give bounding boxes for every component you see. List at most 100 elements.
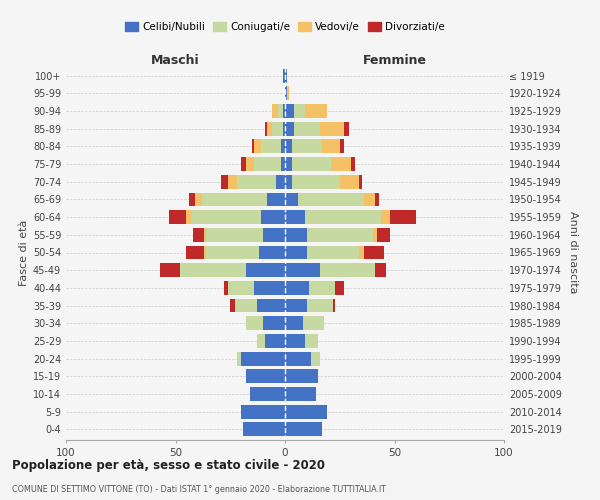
Bar bbox=[188, 192, 195, 206]
Bar bbox=[230, 298, 235, 312]
Bar bbox=[311, 352, 320, 366]
Text: COMUNE DI SETTIMO VITTONE (TO) - Dati ISTAT 1° gennaio 2020 - Elaborazione TUTTI: COMUNE DI SETTIMO VITTONE (TO) - Dati IS… bbox=[12, 485, 386, 494]
Bar bbox=[390, 210, 416, 224]
Bar bbox=[235, 298, 257, 312]
Bar bbox=[285, 334, 305, 348]
Bar bbox=[298, 192, 364, 206]
Bar bbox=[285, 264, 320, 277]
Bar bbox=[335, 281, 344, 295]
Bar bbox=[241, 157, 245, 171]
Bar bbox=[228, 281, 254, 295]
Bar bbox=[245, 370, 285, 383]
Bar bbox=[244, 422, 285, 436]
Bar bbox=[283, 122, 285, 136]
Bar bbox=[285, 175, 292, 188]
Bar bbox=[302, 316, 325, 330]
Bar bbox=[322, 140, 340, 153]
Bar bbox=[285, 86, 287, 100]
Bar bbox=[364, 192, 375, 206]
Bar bbox=[340, 175, 359, 188]
Bar bbox=[257, 334, 265, 348]
Bar bbox=[187, 210, 191, 224]
Text: Popolazione per età, sesso e stato civile - 2020: Popolazione per età, sesso e stato civil… bbox=[12, 460, 325, 472]
Bar bbox=[283, 104, 285, 118]
Bar bbox=[187, 246, 204, 260]
Bar bbox=[294, 104, 305, 118]
Bar bbox=[285, 316, 302, 330]
Bar bbox=[285, 192, 298, 206]
Bar bbox=[254, 140, 261, 153]
Bar bbox=[268, 192, 285, 206]
Text: Femmine: Femmine bbox=[362, 54, 427, 67]
Bar bbox=[191, 210, 261, 224]
Bar bbox=[294, 122, 320, 136]
Bar bbox=[221, 175, 228, 188]
Bar bbox=[252, 140, 254, 153]
Bar bbox=[292, 140, 322, 153]
Bar bbox=[375, 264, 386, 277]
Bar bbox=[265, 334, 285, 348]
Bar bbox=[169, 210, 187, 224]
Bar bbox=[285, 422, 322, 436]
Bar bbox=[261, 140, 281, 153]
Bar bbox=[245, 157, 254, 171]
Bar bbox=[359, 246, 364, 260]
Bar bbox=[261, 210, 285, 224]
Bar bbox=[340, 140, 344, 153]
Bar bbox=[283, 68, 285, 82]
Bar bbox=[305, 104, 326, 118]
Bar bbox=[257, 298, 285, 312]
Bar bbox=[333, 298, 335, 312]
Bar bbox=[254, 157, 281, 171]
Bar bbox=[193, 228, 204, 241]
Bar bbox=[309, 281, 335, 295]
Bar bbox=[364, 246, 383, 260]
Bar bbox=[265, 122, 268, 136]
Bar bbox=[272, 122, 283, 136]
Bar bbox=[285, 387, 316, 401]
Bar bbox=[263, 316, 285, 330]
Bar bbox=[204, 228, 206, 241]
Bar bbox=[245, 316, 263, 330]
Bar bbox=[224, 281, 228, 295]
Bar bbox=[344, 122, 349, 136]
Bar bbox=[377, 228, 390, 241]
Bar bbox=[305, 334, 318, 348]
Bar bbox=[281, 157, 285, 171]
Bar bbox=[305, 210, 382, 224]
Bar bbox=[285, 104, 294, 118]
Bar bbox=[202, 192, 268, 206]
Bar bbox=[160, 264, 180, 277]
Bar bbox=[292, 175, 340, 188]
Bar bbox=[195, 192, 202, 206]
Bar bbox=[250, 387, 285, 401]
Bar bbox=[285, 140, 292, 153]
Bar bbox=[268, 122, 272, 136]
Legend: Celibi/Nubili, Coniugati/e, Vedovi/e, Divorziati/e: Celibi/Nubili, Coniugati/e, Vedovi/e, Di… bbox=[121, 18, 449, 36]
Bar bbox=[285, 228, 307, 241]
Bar bbox=[241, 405, 285, 418]
Bar bbox=[285, 370, 318, 383]
Bar bbox=[307, 298, 333, 312]
Bar bbox=[285, 210, 305, 224]
Bar bbox=[382, 210, 390, 224]
Bar bbox=[272, 104, 278, 118]
Bar bbox=[285, 298, 307, 312]
Bar bbox=[285, 68, 287, 82]
Bar bbox=[285, 157, 292, 171]
Bar bbox=[263, 228, 285, 241]
Bar bbox=[278, 104, 283, 118]
Text: Maschi: Maschi bbox=[151, 54, 200, 67]
Y-axis label: Fasce di età: Fasce di età bbox=[19, 220, 29, 286]
Bar bbox=[241, 352, 285, 366]
Bar bbox=[237, 352, 241, 366]
Bar bbox=[285, 122, 294, 136]
Bar bbox=[331, 157, 350, 171]
Bar bbox=[180, 264, 245, 277]
Bar bbox=[320, 264, 375, 277]
Bar bbox=[350, 157, 355, 171]
Bar bbox=[254, 281, 285, 295]
Bar bbox=[204, 246, 206, 260]
Bar bbox=[206, 246, 259, 260]
Bar bbox=[281, 140, 285, 153]
